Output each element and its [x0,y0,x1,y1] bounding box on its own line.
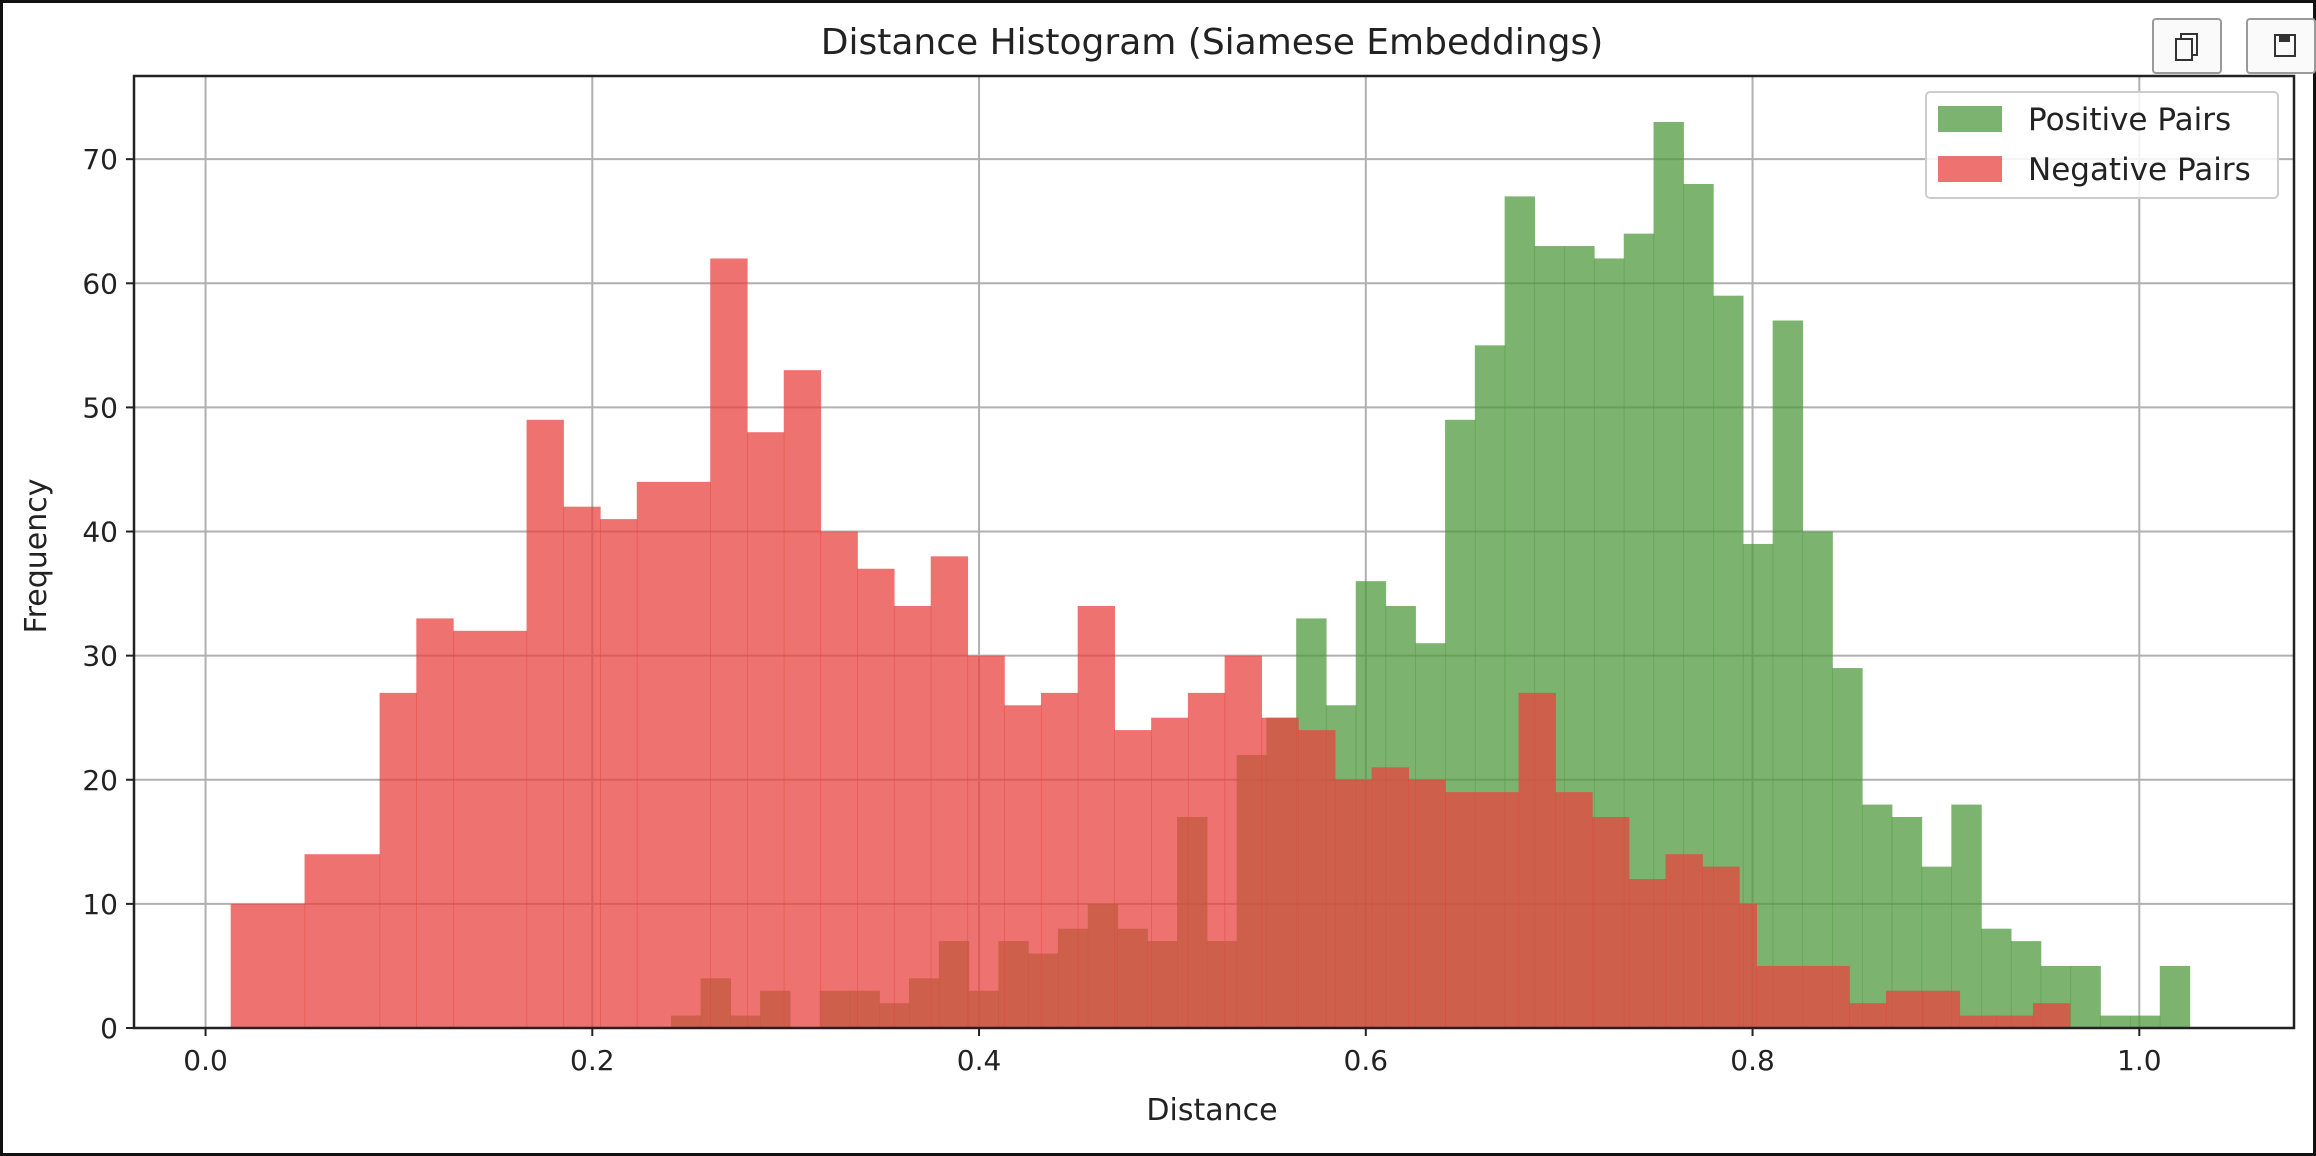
histogram-bar-negative [1298,730,1336,1028]
legend-box [1925,91,2279,199]
y-tick-label: 10 [82,888,118,921]
histogram-bar-negative [1885,990,1924,1028]
histogram-bar-negative [746,432,785,1028]
histogram-bar-negative [1151,717,1189,1028]
histogram-bar-negative [2032,1003,2071,1028]
histogram-bar-negative [710,258,748,1029]
y-tick-label: 70 [82,143,118,176]
histogram-bars [230,121,2191,1029]
histogram-bar-negative [930,556,969,1028]
save-icon [2274,34,2296,57]
histogram-bar-negative [304,854,381,1028]
y-tick-label: 20 [82,764,118,797]
histogram-bar-negative [230,903,306,1028]
histogram-bar-negative [453,630,528,1028]
histogram-bar-positive [2070,965,2101,1028]
x-axis-label: Distance [1146,1093,1277,1128]
histogram-bar-negative [526,419,564,1028]
histogram-bar-negative [1040,692,1079,1028]
histogram-bar-negative [820,531,858,1028]
axes-frame [132,74,2296,1030]
histogram-bar-negative [1445,792,1520,1028]
x-tick-label: 0.2 [570,1044,615,1077]
histogram-bar-positive [1802,531,1833,1028]
histogram-bar-negative [1408,779,1446,1028]
histogram-bar-positive [2100,1015,2131,1028]
histogram-bar-negative [1702,866,1740,1028]
histogram-bar-positive [1981,928,2012,1028]
histogram-bar-negative [1922,990,1961,1028]
histogram-bar-negative [1224,655,1262,1028]
histogram-bar-negative [1592,816,1630,1028]
y-tick-label: 0 [100,1012,118,1045]
histogram-bar-negative [1371,767,1409,1028]
histogram-bar-negative [1959,1015,1997,1028]
legend: Positive Pairs Negative Pairs [1925,91,2279,199]
tick-labels: 0.0 0.2 0.4 0.6 0.8 1.0 0 10 20 30 40 50 60 70 [82,143,2161,1077]
histogram-bar-negative [1555,792,1593,1028]
save-button[interactable] [2246,18,2316,74]
histogram-bar-negative [893,605,932,1028]
y-tick-label: 50 [82,391,118,424]
y-tick-label: 30 [82,640,118,673]
histogram-bar-negative [416,618,454,1028]
histogram-bar-negative [1996,1015,2034,1028]
copy-icon [2175,33,2198,61]
legend-label-positive: Positive Pairs [2028,102,2231,138]
histogram-bar-negative [1187,692,1226,1028]
histogram-bar-negative [563,506,601,1028]
histogram-bar-negative [783,370,822,1028]
histogram-bar-negative [379,692,417,1028]
legend-swatch-negative [1938,156,2002,182]
x-tick-label: 0.4 [957,1044,1002,1077]
x-tick-label: 0.0 [183,1044,228,1077]
legend-swatch-positive [1938,106,2002,132]
histogram-bar-negative [600,519,638,1028]
histogram-bar-positive [1772,320,1804,1028]
histogram-bar-negative [1077,605,1116,1028]
chart-title: Distance Histogram (Siamese Embeddings) [821,22,1604,63]
legend-label-negative: Negative Pairs [2028,152,2251,188]
histogram-bar-negative [857,568,895,1028]
histogram-bar-negative [1739,903,1758,1028]
histogram-bar-negative [1518,692,1556,1028]
y-tick-label: 60 [82,267,118,300]
histogram-bar-negative [1849,1003,1887,1028]
histogram-bar-negative [1334,779,1373,1028]
y-tick-label: 40 [82,516,118,549]
x-tick-label: 1.0 [2117,1044,2162,1077]
histogram-bar-negative [1665,854,1703,1028]
x-tick-label: 0.6 [1344,1044,1389,1077]
histogram-bar-negative [1004,705,1042,1028]
copy-button[interactable] [2152,18,2222,74]
histogram-bar-negative [1114,730,1152,1028]
histogram-bar-positive [2130,1015,2161,1028]
y-axis-label: Frequency [19,479,54,634]
histogram-bar-negative [1628,879,1667,1028]
histogram-bar-negative [1261,717,1299,1028]
histogram-bar-negative [1756,965,1850,1028]
histogram-bar-positive [2159,965,2191,1028]
histogram-bar-negative [636,481,711,1029]
histogram-bar-negative [967,655,1005,1028]
x-tick-label: 0.8 [1730,1044,1775,1077]
